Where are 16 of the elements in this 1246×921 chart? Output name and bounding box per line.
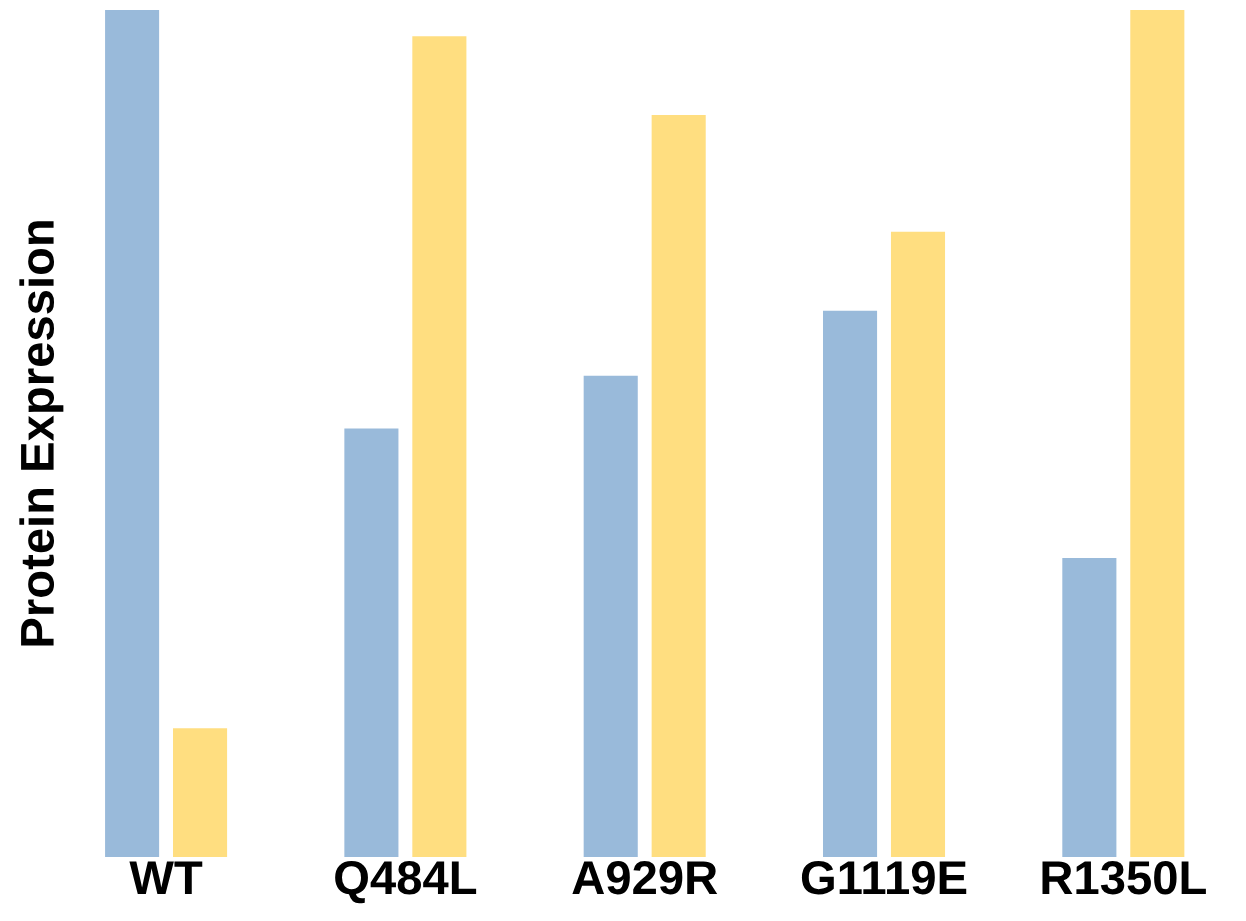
x-tick-label: A929R <box>572 861 718 895</box>
x-tick-label: R1350L <box>1042 861 1206 895</box>
bar <box>583 375 638 857</box>
bar <box>105 9 160 857</box>
bar <box>344 428 399 857</box>
bar <box>651 114 706 857</box>
bar <box>1130 9 1185 857</box>
bar <box>822 310 878 857</box>
x-tick-label: WT <box>129 861 203 894</box>
x-tick-label: G1119E <box>801 861 967 895</box>
bar <box>890 231 946 857</box>
bar <box>1062 557 1117 857</box>
bar <box>173 728 228 857</box>
bar <box>412 36 467 857</box>
x-tick-label: Q484L <box>335 861 477 904</box>
y-axis-title: Protein Expression <box>19 221 64 646</box>
